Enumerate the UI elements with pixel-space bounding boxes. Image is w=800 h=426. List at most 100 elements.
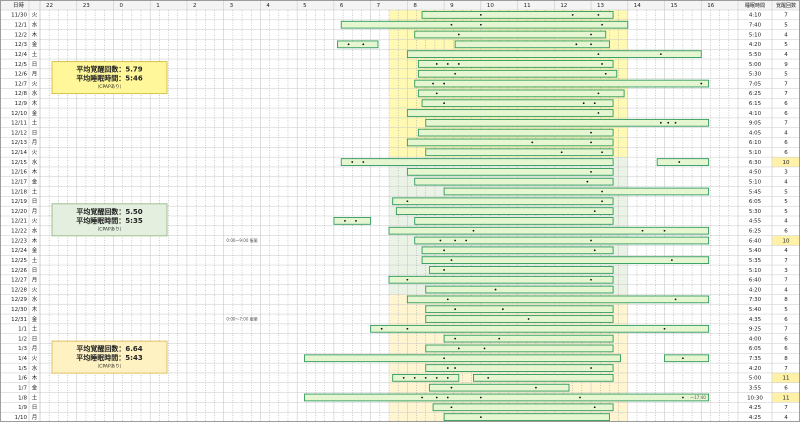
sleep-bar	[370, 324, 710, 333]
sleep-bar	[425, 315, 614, 323]
row-sleep-time: 3:55	[749, 385, 762, 391]
row-sleep-time: 5:10	[749, 150, 762, 156]
row-weekday: 木	[32, 30, 38, 38]
row-wake-count: 10	[783, 238, 790, 244]
wake-dot	[667, 121, 670, 124]
row-wake-count: 8	[784, 356, 788, 362]
wake-dot	[351, 161, 354, 163]
sleep-bar	[392, 197, 614, 206]
row-sleep-time: 10:30	[747, 395, 763, 401]
row-weekday: 金	[32, 109, 38, 117]
row-sleep-time: 7:05	[749, 81, 762, 87]
row-sleep-time: 4:10	[749, 111, 762, 117]
wake-dot	[344, 220, 346, 222]
row-sleep-time: 7:40	[749, 23, 762, 29]
wake-dot	[483, 347, 486, 350]
period-summary-wakes: 平均覚醒回数：5.50	[76, 207, 142, 216]
wake-dot	[590, 43, 592, 46]
wake-dot	[593, 210, 596, 212]
row-wake-count: 4	[784, 248, 788, 254]
wake-dot	[446, 367, 449, 369]
row-date: 1/6	[18, 376, 27, 382]
row-weekday: 日	[32, 61, 38, 68]
row-weekday: 水	[32, 21, 38, 29]
row-wake-count: 5	[784, 42, 788, 48]
row-weekday: 日	[32, 267, 38, 274]
sleep-bar	[414, 236, 710, 245]
row-sleep-time: 7:30	[749, 297, 762, 303]
row-sleep-time: 6:25	[749, 229, 762, 235]
row-weekday: 水	[32, 227, 38, 235]
row-sleep-time: 5:50	[749, 52, 762, 58]
wake-dot	[406, 200, 409, 203]
row-weekday: 木	[32, 236, 38, 244]
hour-tick-label: 5	[303, 3, 307, 9]
row-wake-count: 7	[784, 258, 788, 264]
hour-tick-label: 12	[560, 3, 567, 9]
row-wake-count: 7	[784, 121, 788, 127]
sleep-bar	[443, 187, 710, 196]
wake-dot	[421, 396, 423, 399]
row-weekday: 木	[32, 168, 38, 176]
wake-dot	[439, 239, 442, 242]
row-wake-count: 3	[784, 268, 788, 274]
row-date: 1/4	[18, 356, 27, 362]
header-date: 日時	[13, 1, 25, 9]
hour-tick-label: 23	[83, 3, 90, 9]
sleep-bar	[414, 30, 607, 39]
wake-dot	[597, 14, 600, 16]
row-wake-count: 5	[784, 23, 788, 29]
row-sleep-time: 4:35	[749, 317, 762, 323]
row-date: 12/18	[11, 189, 27, 195]
wake-dot	[479, 416, 482, 418]
row-weekday: 土	[32, 119, 38, 127]
wake-dot	[435, 376, 438, 379]
row-wake-count: 6	[784, 111, 788, 117]
row-weekday: 月	[32, 139, 38, 146]
wake-dot	[670, 259, 673, 262]
period-summary-sleep: 平均睡眠時間：5:35	[76, 216, 143, 225]
row-wake-count: 7	[784, 81, 788, 87]
row-weekday: 火	[32, 356, 38, 362]
wake-count-highlight	[772, 157, 800, 167]
row-wake-count: 6	[784, 229, 788, 235]
row-sleep-time: 4:50	[749, 170, 762, 176]
sleep-bar	[432, 403, 614, 412]
row-wake-count: 3	[784, 170, 788, 176]
sleep-bar	[414, 177, 614, 186]
row-sleep-time: 5:40	[749, 307, 762, 313]
period-summary-note: （CPAPあり）	[95, 226, 124, 232]
wake-dot	[362, 161, 365, 163]
row-sleep-time: 4:20	[749, 42, 762, 48]
sleep-bar	[417, 89, 625, 98]
sleep-bar	[340, 158, 614, 166]
hour-tick-label: 6	[340, 3, 344, 9]
sleep-bar	[417, 128, 614, 137]
sleep-bar	[425, 364, 614, 372]
hour-tick-label: 9	[450, 3, 454, 9]
wake-dot	[527, 318, 530, 320]
wake-dot	[465, 239, 468, 242]
sleep-bar	[428, 383, 570, 392]
wake-dot	[593, 102, 596, 105]
period-note: 0:00〜9:00 服薬	[226, 237, 257, 243]
wake-dot	[590, 141, 592, 144]
wake-dot	[501, 308, 504, 311]
sleep-bar	[454, 40, 610, 49]
sleep-bar	[406, 138, 614, 147]
header-background	[0, 0, 800, 10]
period-summary-box-1	[51, 61, 168, 95]
row-date: 12/12	[11, 130, 27, 136]
wake-dot	[681, 396, 684, 399]
row-wake-count: 4	[784, 415, 788, 421]
row-weekday: 日	[32, 198, 38, 205]
row-wake-count: 5	[784, 209, 788, 215]
row-sleep-time: 4:55	[749, 219, 762, 225]
wake-dot	[443, 102, 446, 105]
row-wake-count: 6	[784, 140, 788, 146]
row-wake-count: 7	[784, 13, 788, 19]
wake-dot	[457, 347, 460, 350]
period-summary-box-2	[51, 203, 168, 237]
wake-dot	[590, 170, 592, 173]
